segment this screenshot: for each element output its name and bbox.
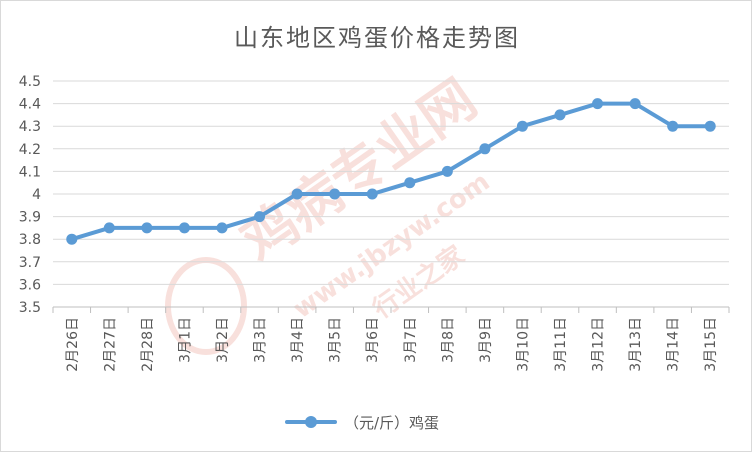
data-point bbox=[404, 177, 416, 189]
watermark-logo-shape bbox=[165, 257, 247, 355]
y-tick-label: 4.4 bbox=[19, 97, 41, 113]
x-tick-label: 3月7日 bbox=[403, 317, 419, 363]
x-tick-label: 2月26日 bbox=[65, 317, 81, 372]
y-tick-label: 4.3 bbox=[19, 119, 41, 135]
x-tick-label: 3月10日 bbox=[515, 317, 531, 372]
x-tick-label: 3月1日 bbox=[177, 317, 193, 363]
data-point bbox=[629, 98, 641, 110]
y-tick-label: 3.6 bbox=[19, 277, 41, 293]
data-point bbox=[479, 143, 491, 155]
data-point bbox=[141, 222, 153, 234]
legend-label: （元/斤）鸡蛋 bbox=[344, 414, 439, 432]
data-point bbox=[66, 233, 78, 245]
data-point bbox=[441, 165, 453, 177]
x-tick-label: 3月5日 bbox=[328, 317, 344, 363]
x-tick-label: 3月3日 bbox=[253, 317, 269, 363]
y-tick-label: 4.1 bbox=[19, 164, 41, 180]
series-layer bbox=[66, 98, 716, 245]
data-point bbox=[667, 120, 679, 132]
data-point bbox=[103, 222, 115, 234]
y-tick-label: 3.9 bbox=[19, 210, 41, 226]
y-tick-label: 3.5 bbox=[19, 300, 41, 316]
data-point bbox=[366, 188, 378, 200]
watermark: 鸡病专业网 www.jbzyw.com 行业之家 bbox=[165, 67, 495, 355]
y-tick-label: 4.2 bbox=[19, 142, 41, 158]
x-tick-label: 3月9日 bbox=[478, 317, 494, 363]
data-point bbox=[329, 188, 341, 200]
data-point bbox=[216, 222, 228, 234]
x-tick-label: 3月13日 bbox=[628, 317, 644, 372]
data-point bbox=[704, 120, 716, 132]
y-tick-label: 3.7 bbox=[19, 255, 41, 271]
legend: （元/斤）鸡蛋 bbox=[285, 414, 439, 432]
y-axis: 3.5 3.6 3.7 3.8 3.9 4 4.1 4.2 4.3 4.4 4.5 bbox=[19, 74, 41, 316]
chart-title: 山东地区鸡蛋价格走势图 bbox=[234, 24, 520, 52]
x-tick-label: 3月14日 bbox=[666, 317, 682, 372]
y-tick-label: 3.8 bbox=[19, 232, 41, 248]
legend-point-marker bbox=[305, 416, 317, 428]
data-point bbox=[554, 109, 566, 121]
x-tick-label: 3月4日 bbox=[290, 317, 306, 363]
x-tick-label: 3月6日 bbox=[365, 317, 381, 363]
x-tick-label: 3月8日 bbox=[440, 317, 456, 363]
x-tick-label: 3月15日 bbox=[703, 317, 719, 372]
x-axis: 2月26日 2月27日 2月28日 3月1日 3月2日 3月3日 3月4日 3月5日 3月6日 3… bbox=[52, 307, 730, 372]
x-tick-label: 2月27日 bbox=[102, 317, 118, 372]
data-point bbox=[516, 120, 528, 132]
data-point bbox=[254, 211, 266, 223]
x-tick-label: 2月28日 bbox=[140, 317, 156, 372]
data-point bbox=[178, 222, 190, 234]
data-point bbox=[291, 188, 303, 200]
x-tick-label: 3月12日 bbox=[591, 317, 607, 372]
y-tick-label: 4.5 bbox=[19, 74, 41, 90]
data-point bbox=[592, 98, 604, 110]
y-tick-label: 4 bbox=[32, 187, 41, 203]
series-line bbox=[69, 101, 713, 242]
x-tick-label: 3月2日 bbox=[215, 317, 231, 363]
x-tick-label: 3月11日 bbox=[553, 317, 569, 372]
